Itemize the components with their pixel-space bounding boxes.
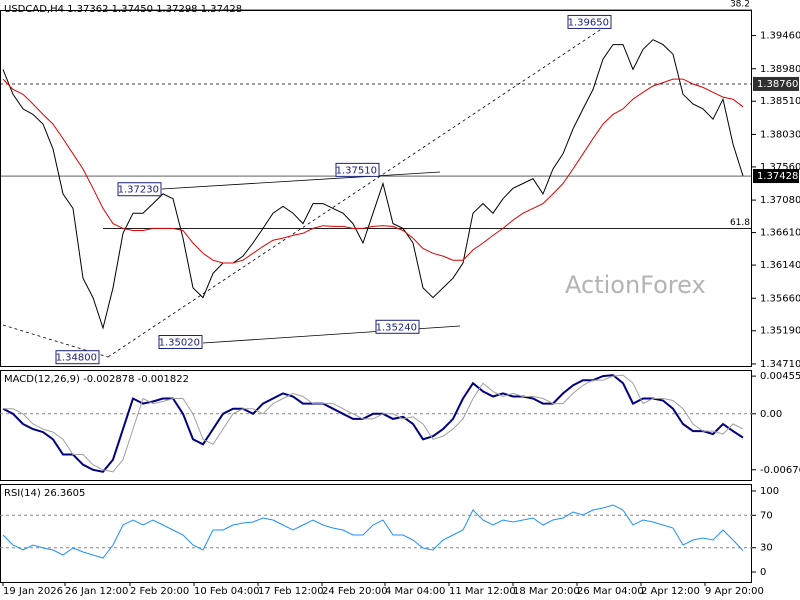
annotation-label: 1.37510 — [336, 165, 377, 176]
annotation-label: 1.35020 — [159, 337, 200, 348]
y-tick-label: 0 — [760, 567, 766, 578]
price-label: 1.38760 — [757, 79, 798, 90]
x-tick-label: 26 Mar 04:00 — [577, 586, 644, 597]
series-line — [3, 374, 744, 473]
x-tick-label: 10 Feb 04:00 — [194, 586, 260, 597]
y-tick-label: 0.004552 — [760, 371, 800, 382]
macd-pane — [0, 370, 752, 481]
chart-title: USDCAD,H4 1.37362 1.37450 1.37298 1.3742… — [4, 4, 242, 15]
watermark: ActionForex — [565, 271, 706, 299]
x-tick-label: 26 Jan 12:00 — [65, 586, 128, 597]
annotation-label: 1.37230 — [118, 185, 159, 196]
y-tick-label: 1.38510 — [760, 96, 800, 107]
y-tick-label: 1.36610 — [760, 228, 800, 239]
fib-label: 61.8 — [730, 218, 750, 228]
x-tick-label: 2 Feb 20:00 — [130, 586, 189, 597]
rsi-title: RSI(14) 26.3605 — [4, 488, 85, 499]
series-line — [2, 374, 744, 473]
price-label-box — [753, 169, 799, 184]
annotation-box — [335, 162, 380, 177]
y-tick-label: 1.36140 — [760, 260, 800, 271]
x-tick-label: 24 Feb 20:00 — [322, 586, 388, 597]
x-tick-label: 9 Apr 20:00 — [705, 586, 764, 597]
x-tick-label: 2 Apr 12:00 — [641, 586, 700, 597]
trend-line — [107, 21, 613, 358]
x-tick-label: 11 Mar 12:00 — [449, 586, 516, 597]
x-tick-label: 18 Mar 20:00 — [513, 586, 580, 597]
annotation-box — [55, 350, 100, 365]
annotation-box — [567, 14, 612, 29]
y-tick-label: 1.34710 — [760, 359, 800, 370]
trend-lines — [2, 21, 613, 358]
annotation-box — [158, 334, 203, 349]
y-tick-label: 100 — [760, 486, 779, 497]
y-tick-label: 0.00 — [760, 409, 782, 420]
channel-line — [161, 171, 441, 190]
y-tick-label: 1.35660 — [760, 293, 800, 304]
annotation-box — [117, 182, 162, 197]
y-tick-label: 70 — [760, 510, 773, 521]
fib-label: 38.2 — [730, 0, 750, 10]
rsi-pane — [0, 484, 752, 583]
annotation-label: 1.34800 — [56, 353, 97, 364]
x-tick-label: 17 Feb 12:00 — [258, 586, 324, 597]
annotation-label: 1.35240 — [376, 322, 417, 333]
y-tick-label: -0.006764 — [760, 465, 800, 476]
y-tick-label: 1.38980 — [760, 64, 800, 75]
annotation-label: 1.39650 — [568, 17, 609, 28]
y-tick-label: 1.38030 — [760, 129, 800, 140]
y-tick-label: 1.39460 — [760, 31, 800, 42]
price-label-box — [753, 76, 799, 91]
price-label: 1.37428 — [757, 171, 798, 182]
x-tick-label: 19 Jan 2026 — [3, 586, 63, 597]
annotation-box — [375, 319, 420, 334]
series-line — [2, 504, 744, 559]
series-line — [2, 39, 744, 330]
x-tick-label: 4 Mar 04:00 — [385, 586, 445, 597]
series-line — [2, 78, 744, 264]
y-tick-label: 1.37560 — [760, 162, 800, 173]
macd-title: MACD(12,26,9) -0.002878 -0.001822 — [4, 374, 189, 385]
y-tick-label: 1.35190 — [760, 326, 800, 337]
y-tick-label: 1.37080 — [760, 195, 800, 206]
y-tick-label: 30 — [760, 543, 773, 554]
price-pane — [0, 10, 752, 367]
